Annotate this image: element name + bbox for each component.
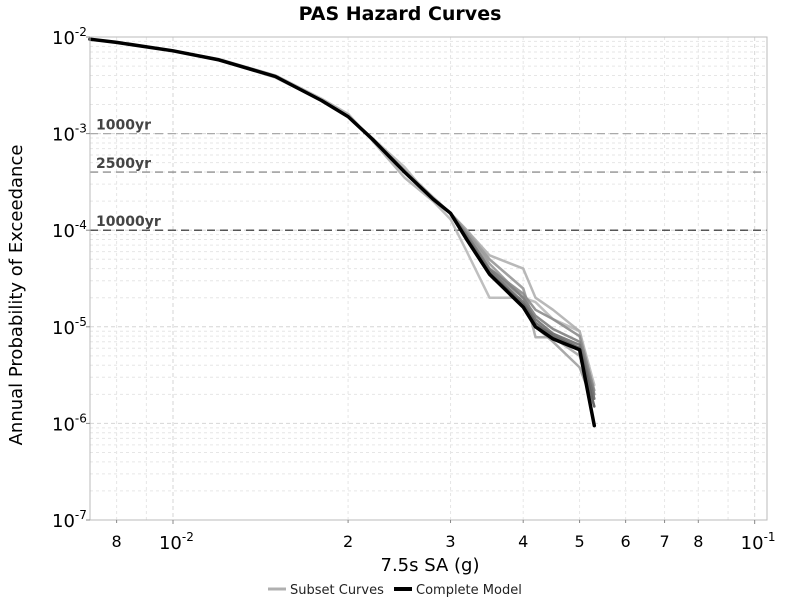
y-tick-label: 10-2 [52,25,87,49]
x-minor-tick-label: 3 [445,532,455,551]
x-axis-ticks: 10-2 10-1 8 2 3 4 5 6 7 8 [112,520,776,554]
subset-curve [88,37,596,392]
plot-frame [89,36,768,521]
subset-curve [88,37,596,400]
return-period-label: 2500yr [96,156,151,172]
x-tick-label: 10-2 [159,530,194,554]
y-tick-label: 10-7 [52,508,87,532]
return-period-lines: 1000yr 2500yr 10000yr [90,118,767,231]
x-minor-tick-label: 7 [659,532,669,551]
x-minor-tick-label: 8 [693,532,703,551]
y-tick-label: 10-4 [52,218,87,242]
hazard-curves [88,37,597,428]
x-minor-tick-label: 8 [112,532,122,551]
x-minor-tick-label: 4 [518,532,528,551]
subset-curve [88,37,596,396]
legend-label: Subset Curves [290,583,384,598]
y-tick-label: 10-5 [52,315,87,339]
chart-title: PAS Hazard Curves [299,3,502,25]
x-minor-tick-label: 6 [621,532,631,551]
subset-curve [88,37,596,387]
y-axis-ticks: 10-2 10-3 10-4 10-5 10-6 10-7 [52,25,90,532]
complete-model-curve [88,37,597,428]
grid [90,37,767,521]
y-axis-label: Annual Probability of Exceedance [6,145,27,446]
subset-curve [88,37,596,408]
legend-label: Complete Model [416,583,522,598]
subset-curve [88,37,596,400]
return-period-label: 10000yr [96,214,161,230]
x-minor-tick-label: 2 [343,532,353,551]
y-tick-label: 10-6 [52,411,87,435]
x-tick-label: 10-1 [741,530,776,554]
legend: Subset Curves Complete Model [268,583,522,598]
subset-curve [88,37,596,396]
subset-curve [88,37,596,408]
return-period-label: 1000yr [96,118,151,134]
subset-curve [88,37,596,408]
x-minor-tick-label: 5 [574,532,584,551]
y-tick-label: 10-3 [52,122,87,146]
x-axis-label: 7.5s SA (g) [381,555,480,576]
